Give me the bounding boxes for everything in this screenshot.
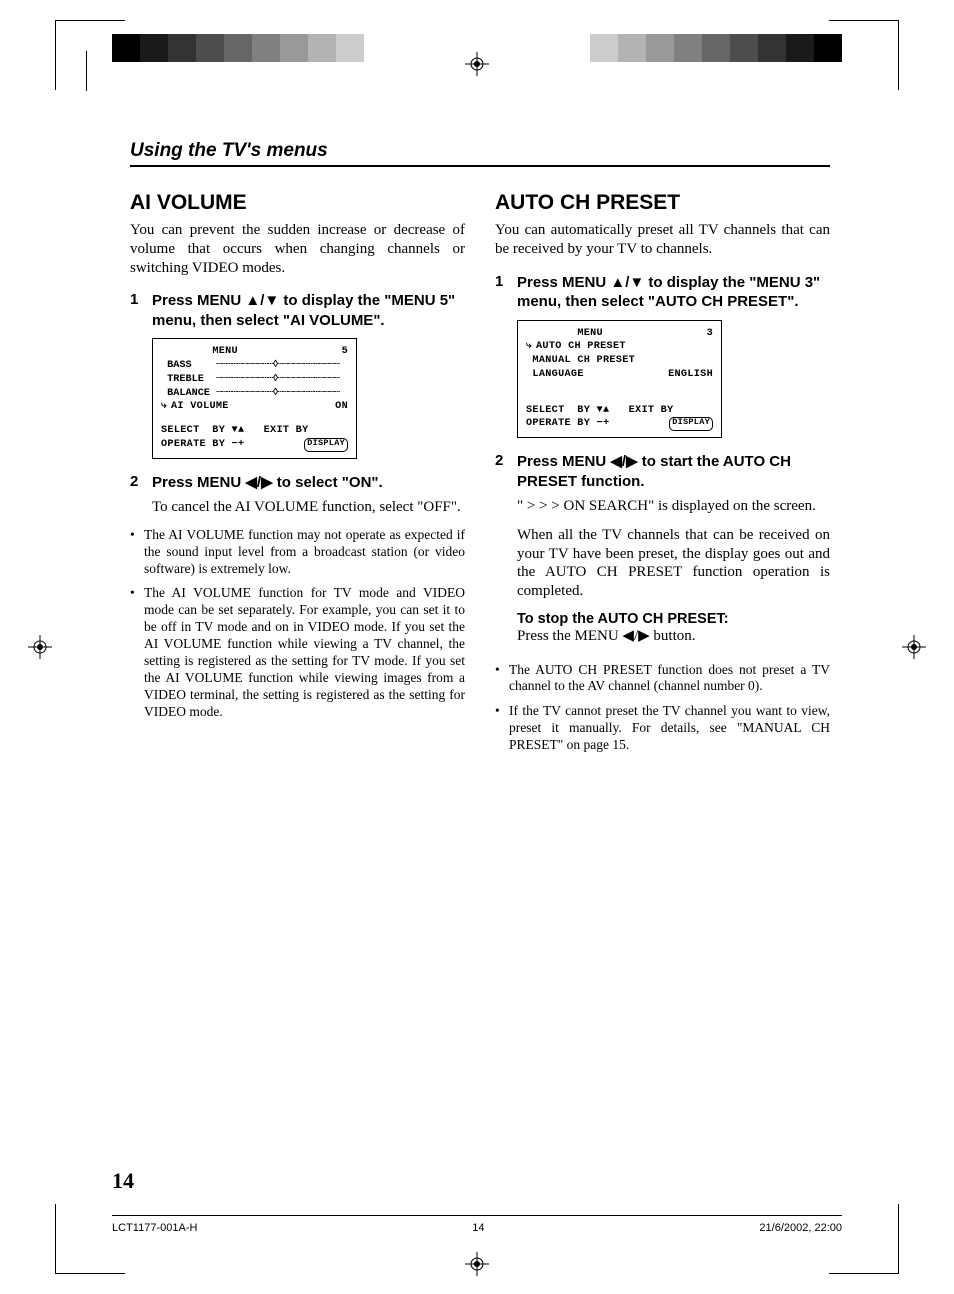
registration-mark-icon (902, 635, 926, 659)
step-text: Press MENU ▲/▼ to display the "MENU 3" m… (517, 273, 830, 312)
bullet-note: •The AI VOLUME function may not operate … (130, 527, 465, 578)
step-body: To cancel the AI VOLUME function, select… (152, 498, 465, 517)
footer-page: 14 (472, 1222, 484, 1234)
print-footer: LCT1177-001A-H 14 21/6/2002, 22:00 (112, 1215, 842, 1234)
bullet-note: •The AI VOLUME function for TV mode and … (130, 585, 465, 720)
section-title: AI VOLUME (130, 191, 465, 215)
sub-heading: To stop the AUTO CH PRESET: (517, 611, 830, 627)
step-number: 2 (130, 473, 144, 493)
step-number: 2 (495, 452, 509, 491)
step-1: 1 Press MENU ▲/▼ to display the "MENU 5"… (130, 291, 465, 330)
step-1: 1 Press MENU ▲/▼ to display the "MENU 3"… (495, 273, 830, 312)
step-body: When all the TV channels that can be rec… (517, 526, 830, 601)
page-content: Using the TV's menus AI VOLUME You can p… (130, 140, 830, 762)
step-body: Press the MENU ◀/▶ button. (517, 627, 830, 646)
osd-screenshot-menu5: MENU5 BASS ┄┄┄┄┄┄┄┄┄┄┄◊┄┄┄┄┄┄┄┄┄┄┄┄ TREB… (152, 338, 357, 458)
bullet-note: •The AUTO CH PRESET function does not pr… (495, 662, 830, 696)
right-column: AUTO CH PRESET You can automatically pre… (495, 191, 830, 762)
step-text: Press MENU ▲/▼ to display the "MENU 5" m… (152, 291, 465, 330)
page-number: 14 (112, 1168, 134, 1194)
chapter-title: Using the TV's menus (130, 140, 830, 167)
registration-mark-icon (465, 52, 489, 76)
bullet-note: •If the TV cannot preset the TV channel … (495, 703, 830, 754)
step-text: Press MENU ◀/▶ to select "ON". (152, 473, 383, 493)
step-body: " > > > ON SEARCH" is displayed on the s… (517, 497, 830, 516)
step-text: Press MENU ◀/▶ to start the AUTO CH PRES… (517, 452, 830, 491)
footer-date: 21/6/2002, 22:00 (759, 1222, 842, 1234)
registration-mark-icon (28, 635, 52, 659)
step-2: 2 Press MENU ◀/▶ to start the AUTO CH PR… (495, 452, 830, 491)
step-2: 2 Press MENU ◀/▶ to select "ON". (130, 473, 465, 493)
color-bar (562, 34, 842, 62)
left-column: AI VOLUME You can prevent the sudden inc… (130, 191, 465, 762)
step-number: 1 (130, 291, 144, 330)
color-bar (112, 34, 392, 62)
footer-doc-id: LCT1177-001A-H (112, 1222, 197, 1234)
intro-text: You can prevent the sudden increase or d… (130, 221, 465, 277)
intro-text: You can automatically preset all TV chan… (495, 221, 830, 259)
osd-screenshot-menu3: MENU3 ⤷AUTO CH PRESET MANUAL CH PRESET L… (517, 320, 722, 439)
registration-mark-icon (465, 1252, 489, 1276)
step-number: 1 (495, 273, 509, 312)
section-title: AUTO CH PRESET (495, 191, 830, 215)
